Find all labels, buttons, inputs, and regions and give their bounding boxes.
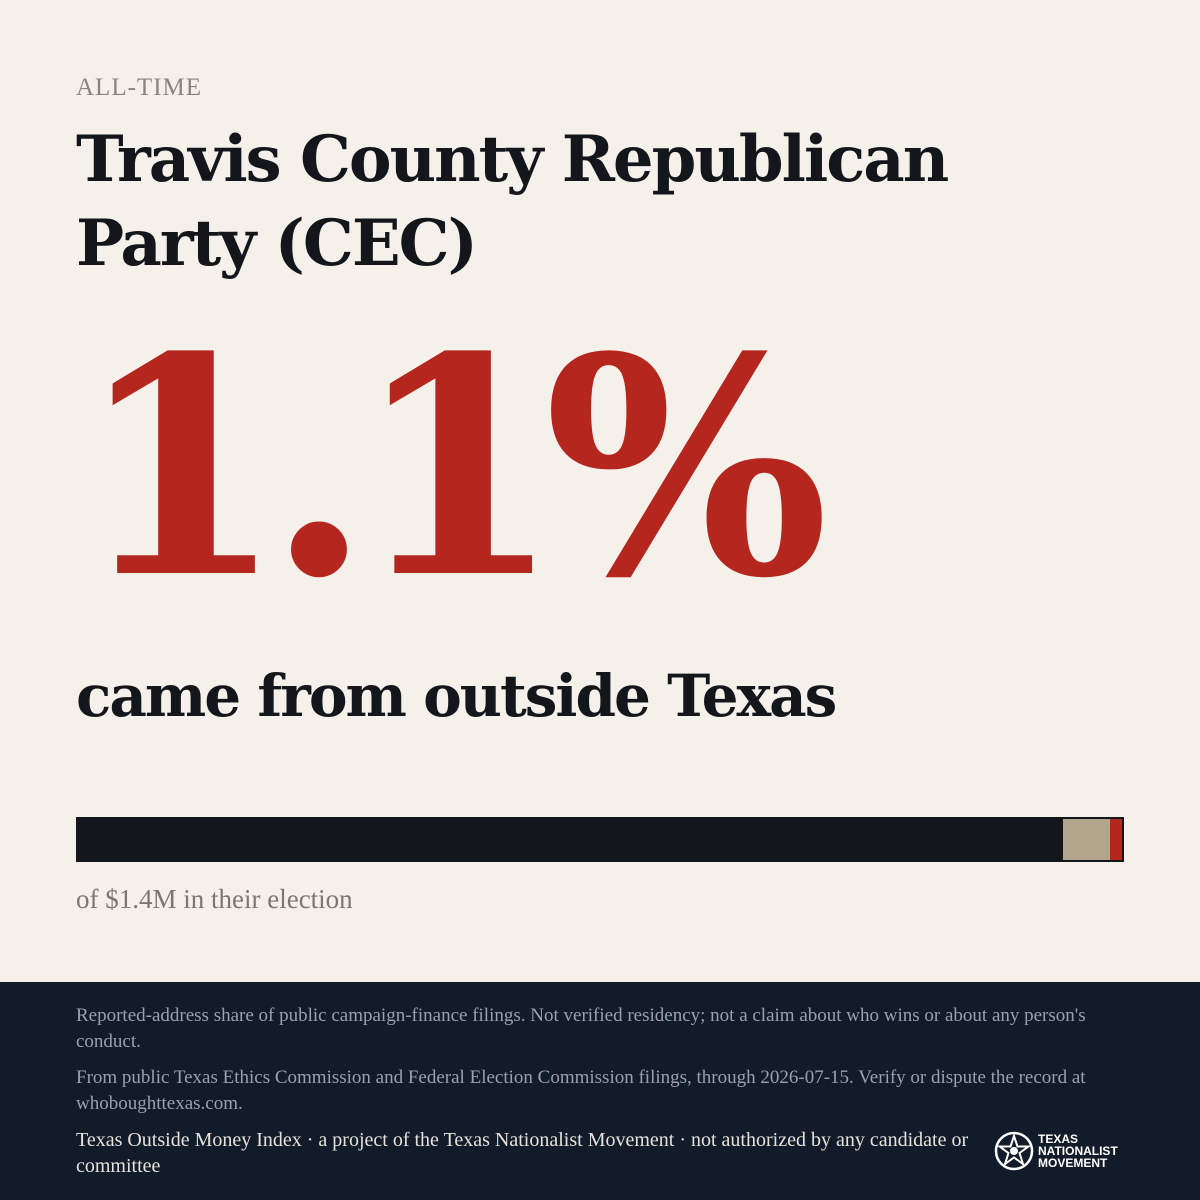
logo-line-2: NATIONALIST	[1038, 1144, 1118, 1158]
bar-segment-outside	[1110, 819, 1122, 860]
bar-segment-unknown	[1063, 819, 1111, 860]
bar-segment-texas	[78, 819, 1064, 860]
footnote-source: From public Texas Ethics Commission and …	[76, 1067, 1086, 1114]
big-percentage: 1.1%	[76, 291, 829, 644]
kicker: ALL-TIME	[76, 74, 203, 101]
logo-line-3: MOVEMENT	[1038, 1156, 1108, 1170]
footnote-methodology: Reported-address share of public campaig…	[76, 1005, 1086, 1052]
percentage-caption: came from outside Texas	[76, 662, 837, 730]
logo-line-1: TEXAS	[1038, 1132, 1079, 1146]
tnm-logo: TEXAS NATIONALIST MOVEMENT	[994, 1131, 1118, 1171]
page-title: Travis County Republican Party (CEC)	[76, 122, 949, 281]
bar-caption: of $1.4M in their election	[76, 884, 353, 914]
star-seal-icon	[994, 1131, 1034, 1171]
share-bar	[76, 817, 1124, 862]
logo-text: TEXAS NATIONALIST MOVEMENT	[1038, 1133, 1118, 1169]
footnote-attribution: Texas Outside Money Index · a project of…	[76, 1129, 969, 1177]
